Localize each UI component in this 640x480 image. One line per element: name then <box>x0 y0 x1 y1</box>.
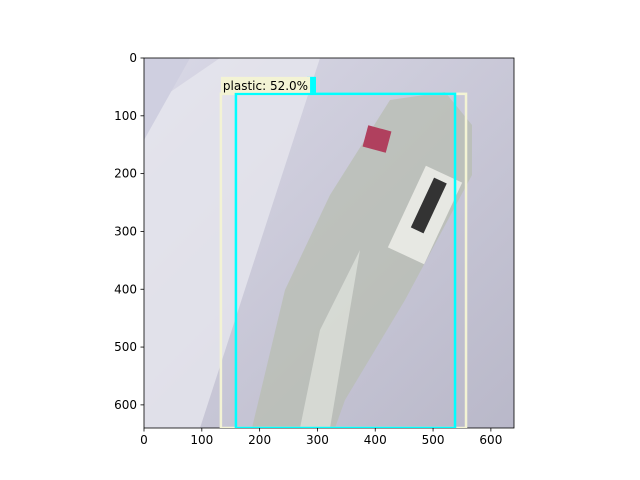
label-background <box>307 76 316 93</box>
x-tick-label: 100 <box>190 433 213 447</box>
y-tick-label: 100 <box>114 109 137 123</box>
detection-box <box>234 92 457 428</box>
y-tick-label: 400 <box>114 282 137 296</box>
boxes <box>219 92 468 428</box>
photo <box>144 58 514 428</box>
box-label: plastic: 52.0% <box>223 79 308 93</box>
label-background <box>220 76 311 93</box>
x-tick-label: 600 <box>479 433 502 447</box>
x-tick-label: 0 <box>140 433 148 447</box>
x-tick-label: 500 <box>422 433 445 447</box>
y-tick-label: 600 <box>114 398 137 412</box>
y-tick-label: 0 <box>129 51 137 65</box>
y-tick-label: 200 <box>114 167 137 181</box>
x-tick-label: 300 <box>306 433 329 447</box>
y-tick-label: 500 <box>114 340 137 354</box>
y-tick-label: 300 <box>114 224 137 238</box>
x-tick-label: 400 <box>364 433 387 447</box>
x-tick-label: 200 <box>248 433 271 447</box>
